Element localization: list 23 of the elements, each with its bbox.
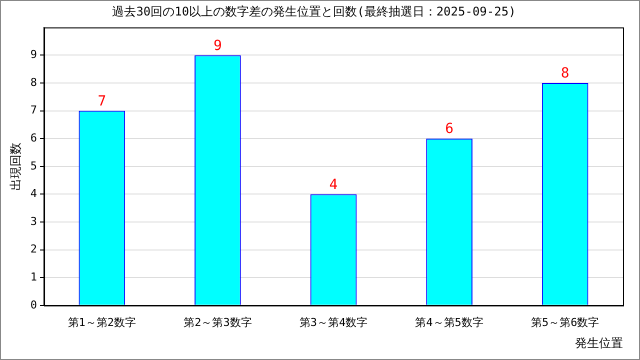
data-label: 7 <box>98 93 106 110</box>
data-label: 8 <box>560 66 570 82</box>
x-tick-label: 第4～第5数字 <box>415 316 484 329</box>
y-axis-title: 出現回数 <box>8 142 22 190</box>
y-tick-label: 7 <box>30 104 38 117</box>
x-tick-label: 第1～第2数字 <box>68 316 136 329</box>
y-tick-label: 0 <box>30 298 38 312</box>
x-tick-label: 第5～第6数字 <box>530 316 600 329</box>
x-tick-label: 第3～第4数字 <box>299 316 368 329</box>
x-tick-label: 第2～第3数字 <box>184 316 252 329</box>
y-tick-label: 9 <box>30 48 38 62</box>
y-tick-label: 3 <box>30 214 38 228</box>
y-tick-label: 4 <box>30 187 38 200</box>
chart-title: 過去30回の10以上の数字差の発生位置と回数(最終抽選日：2025-09-25) <box>112 4 516 18</box>
y-tick-label: 8 <box>30 76 38 89</box>
x-axis-title: 発生位置 <box>575 336 623 350</box>
data-label: 4 <box>329 176 338 193</box>
y-tick-label: 1 <box>30 270 38 284</box>
data-label: 6 <box>445 121 454 138</box>
y-tick-label: 6 <box>30 131 38 144</box>
data-label: 9 <box>213 38 222 54</box>
y-tick-label: 2 <box>30 242 38 256</box>
y-tick-label: 5 <box>30 159 38 172</box>
